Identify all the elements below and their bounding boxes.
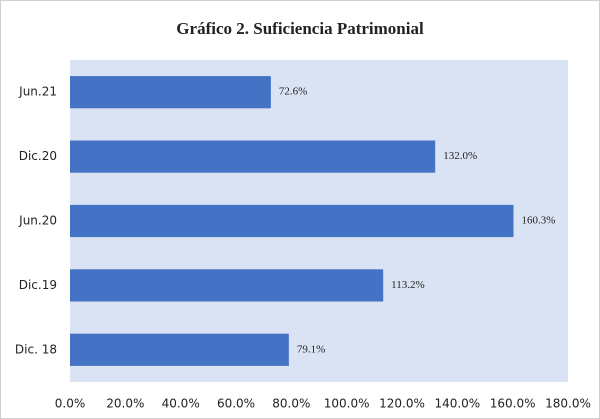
value-label: 79.1% (297, 343, 325, 355)
y-tick-label: Dic. 18 (15, 342, 57, 356)
x-tick-label: 160.0% (490, 397, 536, 411)
chart-title: Gráfico 2. Suficiencia Patrimonial (176, 19, 424, 38)
x-tick-label: 140.0% (434, 397, 480, 411)
y-tick-label: Jun.21 (18, 85, 57, 99)
bar (70, 76, 271, 109)
x-tick-label: 80.0% (272, 397, 310, 411)
x-tick-label: 120.0% (379, 397, 425, 411)
value-label: 72.6% (279, 86, 307, 98)
y-tick-label: Dic.19 (19, 278, 57, 292)
value-label: 160.3% (521, 215, 555, 227)
bar (70, 269, 384, 302)
bar (70, 333, 289, 366)
bar (70, 140, 436, 173)
x-tick-label: 60.0% (217, 397, 255, 411)
y-tick-label: Jun.20 (18, 214, 57, 228)
bar (70, 204, 514, 238)
x-tick-label: 180.0% (545, 397, 591, 411)
x-tick-label: 0.0% (55, 397, 86, 411)
y-tick-label: Dic.20 (19, 149, 57, 163)
value-label: 132.0% (443, 150, 477, 162)
x-tick-label: 40.0% (162, 397, 200, 411)
x-tick-label: 20.0% (106, 397, 144, 411)
value-label: 113.2% (391, 279, 425, 291)
x-tick-label: 100.0% (324, 397, 370, 411)
